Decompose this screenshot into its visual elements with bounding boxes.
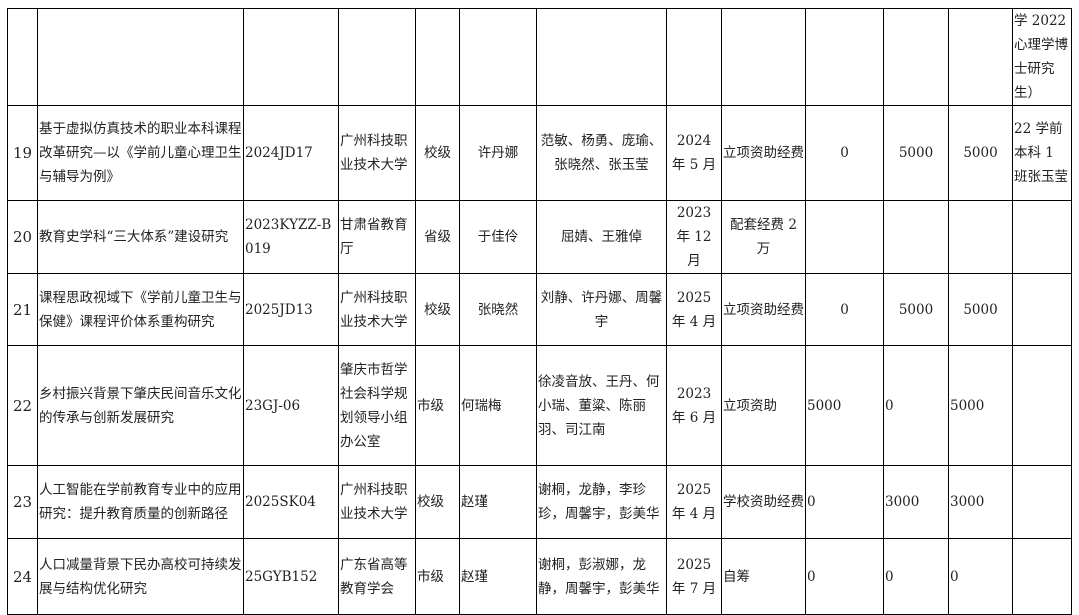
cell-members: 谢桐，彭淑娜，龙静，周馨宇，彭美华 — [536, 538, 667, 615]
table-row: 20 教育史学科“三大体系”建设研究 2023KYZZ-B019 甘肃省教育厅 省级 于佳… — [7, 200, 1072, 274]
table-row: 24 人口减量背景下民办高校可持续发展与结构优化研究 25GYB152 广东省高等教育… — [7, 538, 1072, 615]
cell-code: 25GYB152 — [243, 538, 339, 615]
cell-funding-type — [721, 8, 806, 106]
cell-date: 2025 年 4 月 — [666, 273, 722, 346]
cell-amount-a — [805, 8, 884, 106]
cell-funding-type: 自筹 — [721, 538, 806, 615]
cell-level: 省级 — [415, 200, 460, 274]
cell-funding-type: 学校资助经费 — [721, 465, 806, 539]
cell-funding-type: 立项资助经费 — [721, 273, 806, 346]
cell-amount-b: 0 — [883, 538, 949, 615]
cell-amount-total: 5000 — [948, 273, 1013, 346]
cell-leader: 赵瑾 — [459, 465, 537, 539]
cell-leader — [459, 8, 537, 106]
cell-note — [1012, 538, 1072, 615]
cell-amount-total: 5000 — [948, 345, 1013, 466]
cell-note — [1012, 200, 1072, 274]
cell-title — [37, 8, 244, 106]
cell-amount-a: 0 — [805, 105, 884, 201]
cell-code: 2023KYZZ-B019 — [243, 200, 339, 274]
cell-amount-a: 0 — [805, 273, 884, 346]
cell-leader: 张晓然 — [459, 273, 537, 346]
cell-code: 23GJ-06 — [243, 345, 339, 466]
cell-level: 校级 — [415, 465, 460, 539]
cell-no: 22 — [7, 345, 38, 466]
cell-date: 2025 年 7 月 — [666, 538, 722, 615]
cell-code — [243, 8, 339, 106]
cell-note: 22 学前本科 1 班张玉莹 — [1012, 105, 1072, 201]
cell-members: 刘静、许丹娜、周馨宇 — [536, 273, 667, 346]
cell-amount-a: 0 — [805, 465, 884, 539]
cell-code: 2025JD13 — [243, 273, 339, 346]
cell-level — [415, 8, 460, 106]
cell-note — [1012, 273, 1072, 346]
cell-members: 范敏、杨勇、庞瑜、张晓然、张玉莹 — [536, 105, 667, 201]
table-row: 23 人工智能在学前教育专业中的应用研究：提升教育质量的创新路径 2025SK04 广… — [7, 465, 1072, 539]
cell-amount-a: 5000 — [805, 345, 884, 466]
cell-amount-total: 0 — [948, 538, 1013, 615]
cell-level: 市级 — [415, 345, 460, 466]
cell-members: 徐凌音放、王丹、何小瑞、董粱、陈丽羽、司江南 — [536, 345, 667, 466]
cell-level: 市级 — [415, 538, 460, 615]
cell-title: 乡村振兴背景下肇庆民间音乐文化的传承与创新发展研究 — [37, 345, 244, 466]
cell-org: 广州科技职业技术大学 — [338, 465, 416, 539]
cell-org: 甘肃省教育厅 — [338, 200, 416, 274]
cell-date: 2023 年 6 月 — [666, 345, 722, 466]
cell-amount-b — [883, 8, 949, 106]
cell-org: 广州科技职业技术大学 — [338, 273, 416, 346]
cell-amount-b: 5000 — [883, 273, 949, 346]
cell-amount-b: 0 — [883, 345, 949, 466]
cell-amount-a — [805, 200, 884, 274]
cell-code: 2025SK04 — [243, 465, 339, 539]
project-table: 学 2022 心理学博士研究生） 19 基于虚拟仿真技术的职业本科课程改革研究—以《… — [7, 8, 1072, 615]
cell-no: 24 — [7, 538, 38, 615]
cell-level: 校级 — [415, 105, 460, 201]
cell-title: 人工智能在学前教育专业中的应用研究：提升教育质量的创新路径 — [37, 465, 244, 539]
cell-org: 肇庆市哲学社会科学规划领导小组办公室 — [338, 345, 416, 466]
table-row: 19 基于虚拟仿真技术的职业本科课程改革研究—以《学前儿童心理卫生与辅导为例》 20… — [7, 105, 1072, 201]
cell-funding-type: 立项资助经费 — [721, 105, 806, 201]
cell-title: 基于虚拟仿真技术的职业本科课程改革研究—以《学前儿童心理卫生与辅导为例》 — [37, 105, 244, 201]
cell-amount-total — [948, 8, 1013, 106]
cell-no: 23 — [7, 465, 38, 539]
cell-leader: 许丹娜 — [459, 105, 537, 201]
cell-funding-type: 立项资助 — [721, 345, 806, 466]
cell-members: 谢桐，龙静，李珍珍，周馨宇，彭美华 — [536, 465, 667, 539]
cell-amount-b: 3000 — [883, 465, 949, 539]
cell-note — [1012, 465, 1072, 539]
cell-title: 人口减量背景下民办高校可持续发展与结构优化研究 — [37, 538, 244, 615]
cell-amount-total: 5000 — [948, 105, 1013, 201]
cell-no: 21 — [7, 273, 38, 346]
table-row: 学 2022 心理学博士研究生） — [7, 8, 1072, 106]
cell-leader: 赵瑾 — [459, 538, 537, 615]
cell-date: 2023 年 12 月 — [666, 200, 722, 274]
cell-amount-total — [948, 200, 1013, 274]
cell-org: 广州科技职业技术大学 — [338, 105, 416, 201]
cell-members: 屈婧、王雅倬 — [536, 200, 667, 274]
cell-members — [536, 8, 667, 106]
cell-leader: 于佳伶 — [459, 200, 537, 274]
cell-level: 校级 — [415, 273, 460, 346]
cell-title: 课程思政视域下《学前儿童卫生与保健》课程评价体系重构研究 — [37, 273, 244, 346]
cell-date — [666, 8, 722, 106]
cell-amount-b — [883, 200, 949, 274]
cell-funding-type: 配套经费 2 万 — [721, 200, 806, 274]
cell-no: 19 — [7, 105, 38, 201]
cell-no: 20 — [7, 200, 38, 274]
cell-amount-b: 5000 — [883, 105, 949, 201]
cell-leader: 何瑞梅 — [459, 345, 537, 466]
cell-date: 2025 年 4 月 — [666, 465, 722, 539]
cell-amount-a: 0 — [805, 538, 884, 615]
cell-note — [1012, 345, 1072, 466]
cell-title: 教育史学科“三大体系”建设研究 — [37, 200, 244, 274]
table-row: 22 乡村振兴背景下肇庆民间音乐文化的传承与创新发展研究 23GJ-06 肇庆市哲学社… — [7, 345, 1072, 466]
cell-no — [7, 8, 38, 106]
cell-date: 2024 年 5 月 — [666, 105, 722, 201]
cell-code: 2024JD17 — [243, 105, 339, 201]
cell-org: 广东省高等教育学会 — [338, 538, 416, 615]
cell-note: 学 2022 心理学博士研究生） — [1012, 8, 1072, 106]
table-row: 21 课程思政视域下《学前儿童卫生与保健》课程评价体系重构研究 2025JD13 广州… — [7, 273, 1072, 346]
cell-org — [338, 8, 416, 106]
cell-amount-total: 3000 — [948, 465, 1013, 539]
